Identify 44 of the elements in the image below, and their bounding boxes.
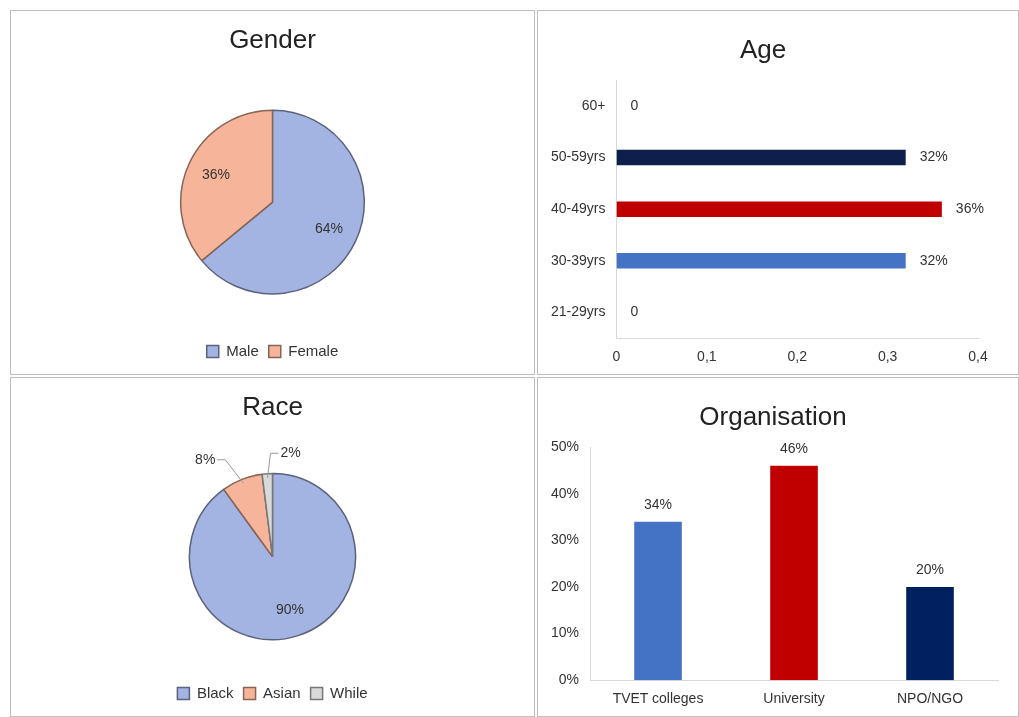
data-label: 36% [955, 200, 984, 217]
x-tick-label: NPO/NGO [896, 690, 964, 707]
y-tick-label: 50-59yrs [551, 148, 606, 165]
y-tick-label: 50% [550, 438, 580, 455]
y-tick-label: 20% [550, 577, 580, 594]
bar [770, 465, 818, 681]
x-tick-label: 0,1 [697, 348, 717, 365]
y-tick-label: 60+ [581, 96, 606, 113]
bar [634, 521, 682, 681]
x-tick-label: TVET colleges [612, 690, 704, 707]
y-tick-label: 0% [558, 671, 580, 688]
x-tick-label: 0,2 [787, 348, 808, 365]
data-label: 20% [915, 560, 945, 577]
data-label: 36% [202, 166, 231, 183]
legend-label: Female [288, 341, 339, 359]
data-label: 64% [314, 219, 343, 236]
legend-label: Black [196, 683, 235, 701]
y-tick-label: 40% [550, 484, 580, 501]
chart-title: Race [242, 390, 303, 421]
chart-title: Gender [229, 23, 317, 54]
y-tick-label: 10% [550, 624, 580, 641]
chart-title: Organisation [699, 400, 847, 431]
y-tick-label: 30-39yrs [551, 251, 606, 268]
data-label: 32% [919, 251, 948, 268]
legend-label: Male [226, 341, 259, 359]
data-label: 0 [630, 96, 639, 113]
data-label: 46% [779, 439, 809, 456]
y-tick-label: 21-29yrs [551, 303, 606, 320]
data-label: 32% [919, 148, 948, 165]
legend-label: While [330, 683, 368, 701]
data-label: 2% [280, 444, 301, 461]
y-tick-label: 40-49yrs [551, 200, 606, 217]
data-label: 34% [644, 495, 673, 512]
data-label: 0 [630, 303, 639, 320]
bar [906, 587, 954, 681]
legend-label: Asian [263, 683, 301, 701]
y-tick-label: 30% [550, 531, 580, 548]
data-label: 8% [195, 450, 216, 467]
x-tick-label: 0 [612, 348, 621, 365]
chart-title: Age [739, 33, 787, 64]
x-tick-label: 0,3 [877, 348, 898, 365]
x-tick-label: 0,4 [968, 348, 988, 365]
data-label: 90% [275, 601, 304, 618]
x-tick-label: University [763, 690, 825, 707]
